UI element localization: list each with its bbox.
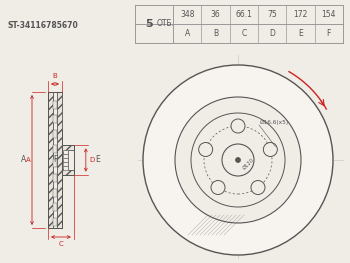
Text: Ø16.6(x5): Ø16.6(x5) <box>260 120 289 125</box>
Text: ST-34116785670: ST-34116785670 <box>8 22 79 31</box>
Bar <box>57 92 62 228</box>
Bar <box>48 92 53 228</box>
Text: F: F <box>327 29 331 38</box>
Circle shape <box>143 65 333 255</box>
Text: C: C <box>241 29 246 38</box>
Polygon shape <box>62 145 74 175</box>
Bar <box>53 115 57 123</box>
Text: 5: 5 <box>146 19 153 29</box>
Circle shape <box>251 180 265 195</box>
Text: B: B <box>52 73 57 79</box>
Text: E: E <box>298 29 303 38</box>
Text: 154: 154 <box>322 10 336 19</box>
Text: 66.1: 66.1 <box>236 10 252 19</box>
Bar <box>63 162 68 166</box>
Text: D: D <box>269 29 275 38</box>
Bar <box>53 189 57 197</box>
Text: 172: 172 <box>293 10 308 19</box>
Bar <box>53 130 57 138</box>
Circle shape <box>231 119 245 133</box>
Text: ОТБ.: ОТБ. <box>156 19 174 28</box>
Circle shape <box>263 143 277 156</box>
Text: A: A <box>21 155 27 164</box>
Text: B: B <box>213 29 218 38</box>
Text: C: C <box>58 241 63 247</box>
Bar <box>63 166 68 170</box>
Bar <box>53 145 57 153</box>
Bar <box>53 218 57 226</box>
Circle shape <box>199 143 213 156</box>
Text: D: D <box>90 157 95 163</box>
Circle shape <box>236 158 240 163</box>
Bar <box>53 203 57 211</box>
Bar <box>53 174 57 182</box>
Bar <box>63 150 68 154</box>
Text: 36: 36 <box>211 10 220 19</box>
Text: 348: 348 <box>180 10 194 19</box>
Bar <box>63 158 68 162</box>
Text: A: A <box>184 29 190 38</box>
Text: F: F <box>53 155 57 164</box>
Circle shape <box>175 97 301 223</box>
Circle shape <box>191 113 285 207</box>
Text: Ø120: Ø120 <box>242 157 256 171</box>
Text: 75: 75 <box>267 10 277 19</box>
Circle shape <box>211 180 225 195</box>
Text: АВТОТРЕК: АВТОТРЕК <box>183 144 249 154</box>
Text: E: E <box>95 155 100 164</box>
Bar <box>53 159 57 167</box>
Bar <box>63 154 68 158</box>
Text: A: A <box>26 157 30 163</box>
Bar <box>53 101 57 109</box>
Circle shape <box>222 144 254 176</box>
